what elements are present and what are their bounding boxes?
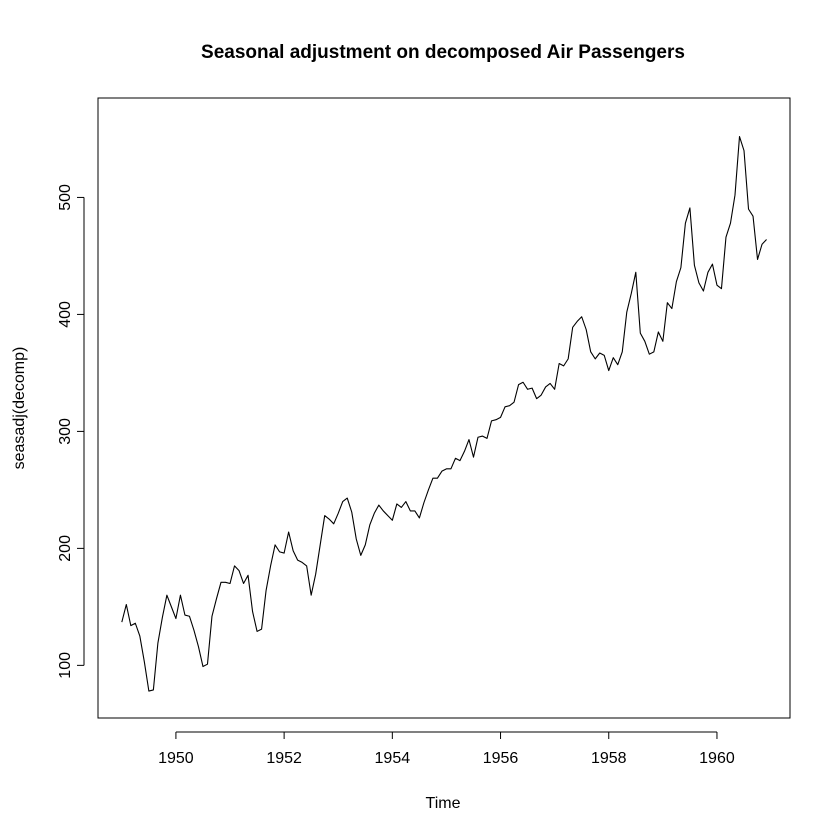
y-axis: 100 200 300 400 500 (57, 184, 85, 679)
y-tick-label: 100 (57, 652, 74, 679)
y-tick-label: 400 (57, 301, 74, 328)
x-tick-label: 1960 (699, 750, 735, 767)
y-tick-label: 200 (57, 535, 74, 562)
x-axis: 1950 1952 1954 1956 1958 1960 (158, 731, 735, 767)
x-tick-label: 1950 (158, 750, 194, 767)
x-axis-label: Time (426, 795, 461, 812)
x-tick-label: 1956 (483, 750, 519, 767)
x-tick-label: 1954 (375, 750, 411, 767)
series-line (121, 136, 767, 692)
x-tick-label: 1958 (591, 750, 627, 767)
y-tick-label: 500 (57, 184, 74, 211)
chart-title: Seasonal adjustment on decomposed Air Pa… (201, 42, 685, 63)
y-axis-label: seasadj(decomp) (11, 347, 28, 470)
x-tick-label: 1952 (266, 750, 302, 767)
plot-frame (97, 97, 791, 719)
y-tick-label: 300 (57, 418, 74, 445)
